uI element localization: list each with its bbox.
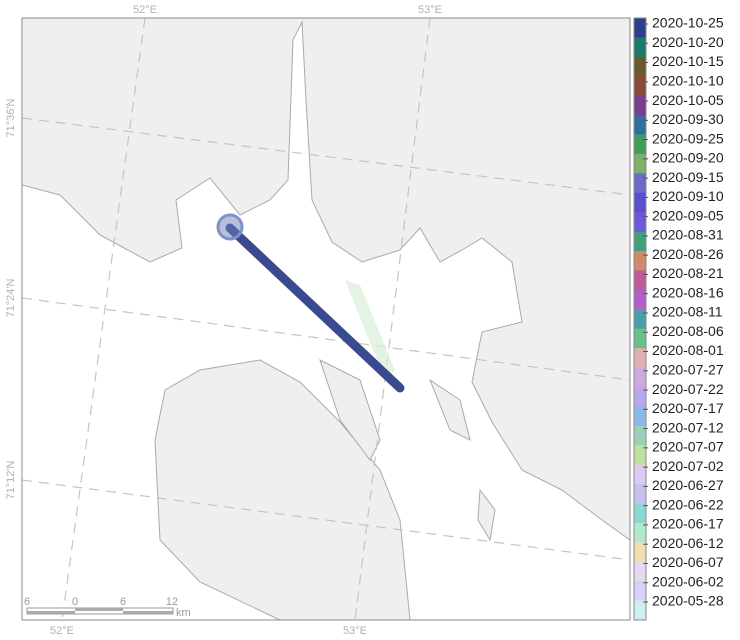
- colorbar-label: 2020-09-10: [652, 188, 724, 204]
- track-shadow: [345, 280, 395, 380]
- colorbar-label: 2020-08-16: [652, 284, 724, 300]
- colorbar-segment: [634, 153, 646, 174]
- island: [428, 378, 471, 441]
- lat-label: 71°36'N: [5, 98, 17, 137]
- colorbar-label: 2020-08-26: [652, 246, 724, 262]
- parallel: [22, 479, 630, 561]
- scale-bar-segment: [27, 611, 75, 614]
- colorbar-segment: [634, 386, 646, 407]
- colorbar-segment: [634, 328, 646, 349]
- colorbar-label: 2020-10-25: [652, 15, 724, 31]
- colorbar-frame: [633, 17, 647, 621]
- colorbar-label: 2020-07-07: [652, 439, 724, 455]
- colorbar-label: 2020-10-20: [652, 34, 724, 50]
- colorbar-segment: [634, 348, 646, 369]
- colorbar-label: 2020-07-12: [652, 419, 724, 435]
- colorbar-label: 2020-08-01: [652, 342, 724, 358]
- colorbar-label: 2020-09-30: [652, 111, 724, 127]
- scale-bar-segment: [75, 608, 123, 611]
- island: [477, 488, 496, 542]
- colorbar-label: 2020-08-21: [652, 265, 724, 281]
- colorbar-segment: [634, 76, 646, 97]
- colorbar-segment: [634, 503, 646, 524]
- track: [225, 223, 405, 393]
- colorbar-label: 2020-08-11: [652, 304, 723, 320]
- colorbar-label: 2020-07-22: [652, 381, 724, 397]
- colorbar-segment: [634, 542, 646, 563]
- lon-label: 52°E: [133, 4, 157, 16]
- colorbar-label: 2020-10-05: [652, 92, 724, 108]
- colorbar-label: 2020-06-02: [652, 573, 724, 589]
- colorbar-label: 2020-10-10: [652, 73, 724, 89]
- scale-bar: 6 0 6 12 km: [24, 596, 191, 619]
- track-start: [216, 213, 244, 241]
- colorbar-segment: [634, 56, 646, 77]
- colorbar-segment: [634, 561, 646, 582]
- colorbar-label: 2020-09-15: [652, 169, 724, 185]
- island: [319, 359, 381, 461]
- colorbar-segment: [634, 270, 646, 291]
- scale-label: 6: [120, 596, 126, 608]
- colorbar-segment: [634, 309, 646, 330]
- lat-label: 71°12'N: [5, 460, 17, 499]
- parallel: [22, 117, 630, 196]
- colorbar-label: 2020-06-27: [652, 477, 724, 493]
- colorbar-segment: [634, 289, 646, 310]
- colorbar-label: 2020-07-02: [652, 458, 724, 474]
- frame: [21, 17, 631, 621]
- colorbar: 2020-10-25 2020-10-20 2020-10-15 2020-10-10…: [633, 15, 724, 621]
- land-mass: [154, 359, 411, 620]
- parallel: [22, 297, 630, 381]
- colorbar-label: 2020-07-17: [652, 400, 724, 416]
- colorbar-segment: [634, 134, 646, 155]
- colorbar-segment: [634, 37, 646, 58]
- colorbar-segment: [634, 212, 646, 233]
- scale-label: 6: [24, 596, 30, 608]
- colorbar-segment: [634, 600, 646, 621]
- lon-label: 53°E: [418, 4, 442, 16]
- colorbar-segment: [634, 406, 646, 427]
- colorbar-label: 2020-09-20: [652, 150, 724, 166]
- lat-label: 71°24'N: [5, 278, 17, 317]
- colorbar-segment: [634, 445, 646, 466]
- lon-label: 52°E: [50, 625, 74, 637]
- colorbar-segment: [634, 18, 646, 38]
- colorbar-label: 2020-06-17: [652, 516, 724, 532]
- colorbar-label: 2020-07-27: [652, 362, 724, 378]
- scale-unit: km: [176, 607, 191, 619]
- colorbar-label: 2020-06-12: [652, 535, 724, 551]
- map-layer: [22, 18, 630, 620]
- colorbar-label: 2020-08-31: [652, 227, 724, 243]
- lon-label: 53°E: [343, 625, 367, 637]
- colorbar-label: 2020-05-28: [652, 593, 724, 609]
- colorbar-segment: [634, 251, 646, 271]
- colorbar-segment: [634, 173, 646, 194]
- colorbar-segment: [634, 192, 646, 213]
- scale-bar-segment: [123, 611, 173, 614]
- colorbar-label: 2020-06-22: [652, 496, 724, 512]
- colorbar-segment: [634, 484, 646, 504]
- colorbar-segment: [634, 464, 646, 485]
- colorbar-label: 2020-06-07: [652, 554, 724, 570]
- colorbar-label: 2020-10-15: [652, 53, 724, 69]
- colorbar-label: 2020-09-25: [652, 130, 724, 146]
- scale-label: 0: [72, 596, 78, 608]
- colorbar-segment: [634, 95, 646, 116]
- colorbar-label: 2020-09-05: [652, 207, 724, 223]
- scale-label: 12: [166, 596, 178, 608]
- colorbar-segment: [634, 581, 646, 602]
- colorbar-segment: [634, 115, 646, 136]
- colorbar-label: 2020-08-06: [652, 323, 724, 339]
- colorbar-segment: [634, 367, 646, 388]
- colorbar-segment: [634, 425, 646, 446]
- colorbar-segment: [634, 231, 646, 252]
- colorbar-segment: [634, 522, 646, 543]
